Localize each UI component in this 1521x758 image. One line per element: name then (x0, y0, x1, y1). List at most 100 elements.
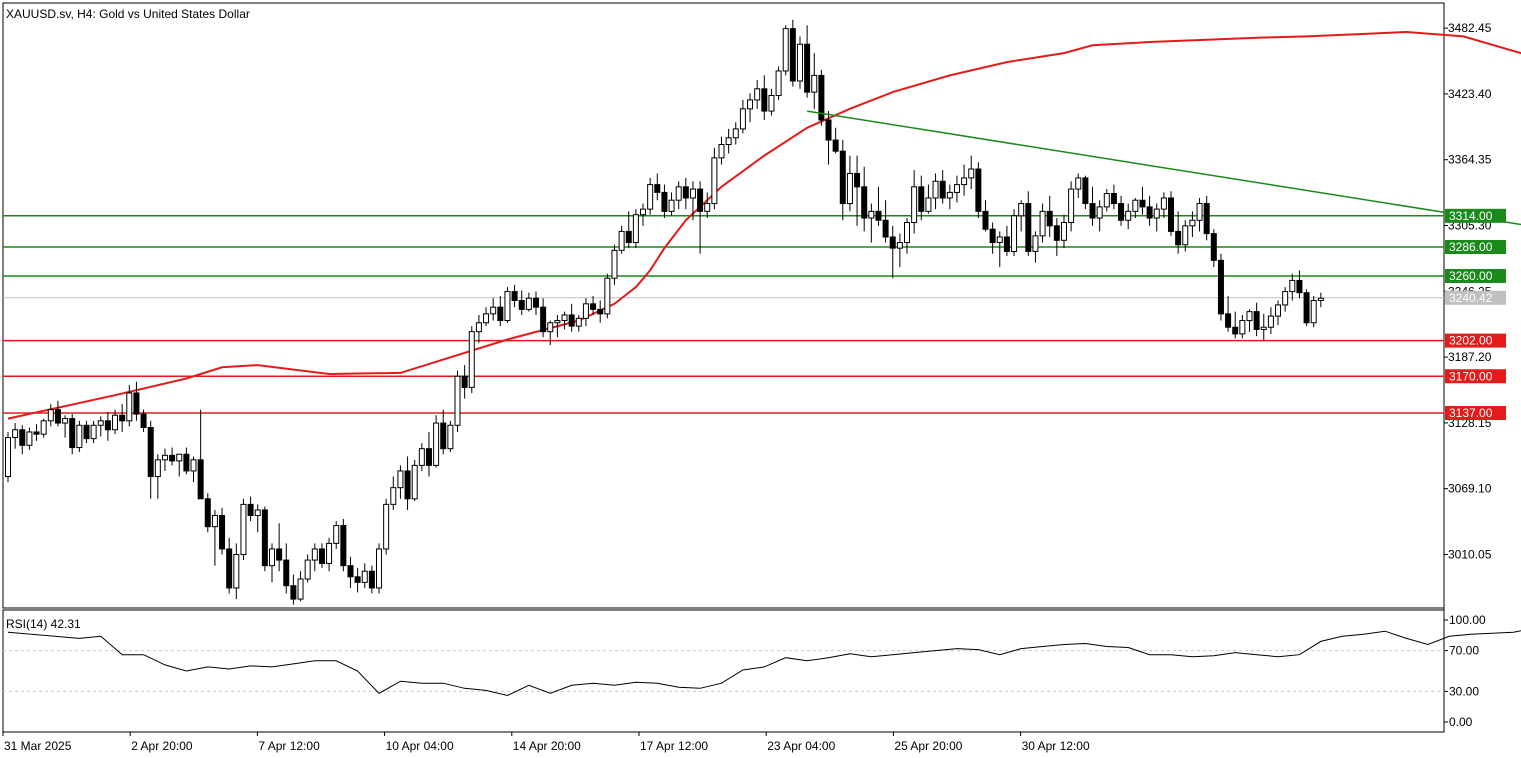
candle (318, 543, 325, 568)
candle-body (953, 184, 960, 193)
candle-body (1146, 206, 1153, 219)
candle-body (518, 299, 525, 310)
candle-body (425, 448, 432, 466)
candle (1282, 287, 1289, 312)
candle (440, 409, 447, 455)
candle (390, 476, 397, 510)
candle (326, 537, 333, 572)
candle-body (604, 277, 611, 315)
support-label-bg (1445, 333, 1506, 348)
time-tick-label: 31 Mar 2025 (4, 739, 72, 753)
candle-body (1253, 311, 1260, 330)
candle (161, 448, 168, 471)
candle-body (104, 420, 111, 431)
candle (1082, 175, 1089, 210)
candle (868, 203, 875, 243)
candle (654, 173, 661, 201)
candle-body (197, 459, 204, 500)
candle (347, 556, 354, 588)
candle-body (532, 297, 539, 308)
candle-body (590, 303, 597, 310)
candle (582, 298, 589, 327)
candle (882, 200, 889, 243)
candle-body (732, 128, 739, 139)
candle-body (183, 453, 190, 472)
support-label: 3202.00 (1449, 334, 1493, 348)
candle (911, 170, 918, 234)
candle (1032, 231, 1039, 263)
time-tick-label: 7 Apr 12:00 (258, 739, 320, 753)
candle (483, 307, 490, 327)
time-axis: 31 Mar 2025 2 Apr 20:00 7 Apr 12:00 10 Apr … (2, 732, 1090, 753)
candle (953, 175, 960, 203)
candle-body (119, 414, 126, 422)
candle-body (1296, 279, 1303, 294)
candle (76, 420, 83, 453)
candle-body (1182, 225, 1189, 246)
candle-body (397, 470, 404, 489)
candle-body (647, 184, 654, 210)
candle (625, 211, 632, 249)
candle-body (347, 565, 354, 578)
candle (40, 418, 47, 438)
rsi-axis: 100.00 70.00 30.00 0.00 (3, 613, 1486, 729)
candle (1060, 214, 1067, 249)
candle-body (861, 186, 868, 219)
candle (447, 420, 454, 453)
candle-body (247, 503, 254, 517)
candle (176, 453, 183, 477)
level-labels: 3314.00 3286.00 3260.00 3202.00 3170.00 3137.… (1445, 208, 1506, 421)
candle-body (1168, 197, 1175, 232)
candle (754, 79, 761, 109)
candle-body (76, 424, 83, 449)
resistance-label: 3260.00 (1449, 269, 1493, 283)
candle-body (968, 168, 975, 179)
candle-body (789, 28, 796, 82)
candle-body (704, 203, 711, 212)
candle (825, 111, 832, 165)
candle (1039, 203, 1046, 243)
candle-body (989, 228, 996, 244)
candle (811, 53, 818, 109)
candle-body (376, 548, 383, 589)
candle-body (368, 570, 375, 589)
candle-body (796, 43, 803, 82)
candle (197, 409, 204, 500)
candle (47, 404, 54, 427)
candle-body (1068, 188, 1075, 223)
ma-curve (7, 30, 1521, 420)
price-tick-label: 3423.40 (1448, 87, 1492, 101)
candle-body (33, 431, 40, 435)
candle-body (1003, 236, 1010, 252)
candle (547, 320, 554, 346)
candle-body (625, 230, 632, 244)
candle-body (1075, 177, 1082, 190)
candle-body (318, 548, 325, 564)
candle (354, 567, 361, 593)
candle (140, 409, 147, 432)
candle-body (996, 236, 1003, 244)
candle-body (211, 515, 218, 528)
candle (1068, 181, 1075, 232)
candle (1182, 220, 1189, 252)
candle (1275, 300, 1282, 325)
rsi-line (7, 630, 1521, 697)
candle-body (1275, 304, 1282, 317)
candle-body (896, 242, 903, 249)
candle (83, 420, 90, 444)
candle-body (1053, 225, 1060, 241)
candle-body (1125, 210, 1132, 221)
candle-body (540, 306, 547, 333)
candle (1160, 192, 1167, 219)
candle-body (1225, 313, 1232, 328)
candle-body (568, 314, 575, 327)
candle (597, 300, 604, 323)
candle (718, 136, 725, 165)
candle (1189, 211, 1196, 237)
candle-body (69, 418, 76, 449)
candle (190, 456, 197, 483)
candle (1110, 184, 1117, 210)
candle-body (754, 88, 761, 101)
candle-body (1267, 315, 1274, 328)
